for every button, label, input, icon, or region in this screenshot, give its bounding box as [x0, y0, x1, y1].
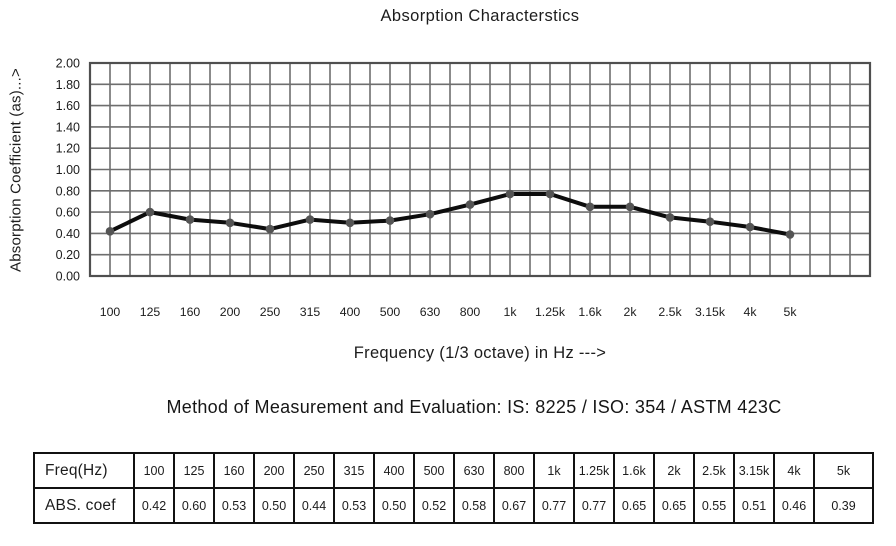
coef-cell: 0.55 [693, 487, 735, 524]
x-axis-label: Frequency (1/3 octave) in Hz ---> [353, 344, 607, 362]
freq-cell: 1.25k [573, 452, 615, 489]
data-point-marker [225, 218, 235, 228]
x-tick-label: 1.25k [535, 305, 566, 319]
y-tick-label: 0.00 [56, 270, 80, 284]
freq-cell: 100 [133, 452, 175, 489]
x-tick-label: 315 [300, 305, 321, 319]
coef-cell: 0.44 [293, 487, 335, 524]
data-point-marker [385, 216, 395, 225]
x-tick-label: 3.15k [695, 305, 726, 319]
data-point-marker [425, 209, 435, 219]
x-tick-label: 160 [180, 305, 201, 319]
x-tick-label: 1k [504, 305, 518, 319]
coef-cell: 0.67 [493, 487, 535, 524]
x-tick-label: 5k [784, 305, 798, 319]
coef-cell: 0.53 [333, 487, 375, 524]
freq-cell: 630 [453, 452, 495, 489]
x-tick-label: 400 [340, 305, 361, 319]
data-point-marker [465, 200, 475, 209]
x-tick-label: 200 [220, 305, 241, 319]
x-tick-label: 100 [100, 305, 121, 319]
freq-cell: 125 [173, 452, 215, 489]
x-tick-label: 500 [380, 305, 401, 319]
coef-cell: 0.42 [133, 487, 175, 524]
coef-cell: 0.52 [413, 487, 455, 524]
freq-cell: 200 [253, 452, 295, 489]
chart-grid [89, 62, 871, 277]
freq-cell: 250 [293, 452, 335, 489]
x-tick-label: 630 [420, 305, 441, 319]
x-tick-label: 2k [624, 305, 638, 319]
coef-cell: 0.50 [373, 487, 415, 524]
chart-title: Absorption Characterstics [380, 7, 580, 25]
freq-cell: 400 [373, 452, 415, 489]
coef-cell: 0.65 [653, 487, 695, 524]
freq-cell: 5k [813, 452, 874, 489]
data-point-marker [665, 213, 675, 222]
data-point-marker [505, 189, 515, 199]
coef-cell: 0.53 [213, 487, 255, 524]
coef-cell: 0.65 [613, 487, 655, 524]
freq-cell: 315 [333, 452, 375, 489]
data-point-markers [105, 189, 795, 239]
data-point-marker [185, 215, 195, 224]
freq-cell: 4k [773, 452, 815, 489]
y-tick-label: 0.40 [56, 227, 80, 241]
data-point-marker [785, 230, 795, 239]
method-note: Method of Measurement and Evaluation: IS… [166, 397, 782, 417]
data-point-marker [305, 215, 315, 224]
freq-cell: 3.15k [733, 452, 775, 489]
x-tick-label: 125 [140, 305, 161, 319]
plot-border [88, 61, 872, 278]
x-tick-label: 2.5k [658, 305, 682, 319]
y-tick-label: 1.20 [56, 142, 80, 156]
coef-cell: 0.77 [573, 487, 615, 524]
freq-cell: 160 [213, 452, 255, 489]
data-point-marker [265, 224, 275, 234]
freq-cell: 500 [413, 452, 455, 489]
coef-cell: 0.46 [773, 487, 815, 524]
x-tick-label: 1.6k [578, 305, 602, 319]
freq-cell: 1.6k [613, 452, 655, 489]
coef-cell: 0.77 [533, 487, 575, 524]
absorption-table: Freq(Hz) 100 125 160 200 250 315 400 500 630 800 1k… [33, 452, 874, 524]
y-tick-label: 0.60 [56, 206, 80, 220]
freq-cell: 1k [533, 452, 575, 489]
coef-row: ABS. coef 0.42 0.60 0.53 0.50 0.44 0.53 0.50 0.5… [33, 487, 874, 524]
y-tick-label: 0.20 [56, 248, 80, 262]
y-tick-label: 0.80 [56, 184, 80, 198]
x-tick-labels: 100 125 160 200 250 315 400 500 630 800 1k 1.25k 1.6… [100, 305, 798, 319]
coef-cell: 0.58 [453, 487, 495, 524]
freq-cell: 2k [653, 452, 695, 489]
data-point-marker [105, 227, 115, 236]
coef-cell: 0.60 [173, 487, 215, 524]
x-tick-label: 4k [744, 305, 758, 319]
absorption-line-chart: 2.00 1.80 1.60 1.40 1.20 1.00 0.80 0.60 0.40 0.20… [56, 57, 872, 319]
freq-cell: 800 [493, 452, 535, 489]
data-point-marker [545, 189, 555, 199]
freq-cell: 2.5k [693, 452, 735, 489]
data-point-marker [625, 202, 635, 212]
data-point-marker [705, 217, 715, 226]
y-tick-label: 1.80 [56, 78, 80, 92]
coef-cell: 0.39 [813, 487, 874, 524]
data-point-marker [145, 207, 155, 217]
x-tick-label: 800 [460, 305, 481, 319]
y-tick-label: 2.00 [56, 57, 80, 71]
y-tick-labels: 2.00 1.80 1.60 1.40 1.20 1.00 0.80 0.60 0.40 0.20… [56, 57, 80, 284]
x-tick-label: 250 [260, 305, 281, 319]
row-label: Freq(Hz) [33, 452, 135, 489]
coef-cell: 0.50 [253, 487, 295, 524]
freq-row: Freq(Hz) 100 125 160 200 250 315 400 500 630 800 1k… [33, 452, 874, 489]
data-point-marker [345, 218, 355, 228]
data-point-marker [585, 202, 595, 212]
data-point-marker [745, 222, 755, 232]
y-tick-label: 1.60 [56, 99, 80, 113]
coef-cell: 0.51 [733, 487, 775, 524]
y-tick-label: 1.00 [56, 163, 80, 177]
y-tick-label: 1.40 [56, 120, 80, 134]
row-label: ABS. coef [33, 487, 135, 524]
series-line [108, 192, 792, 237]
